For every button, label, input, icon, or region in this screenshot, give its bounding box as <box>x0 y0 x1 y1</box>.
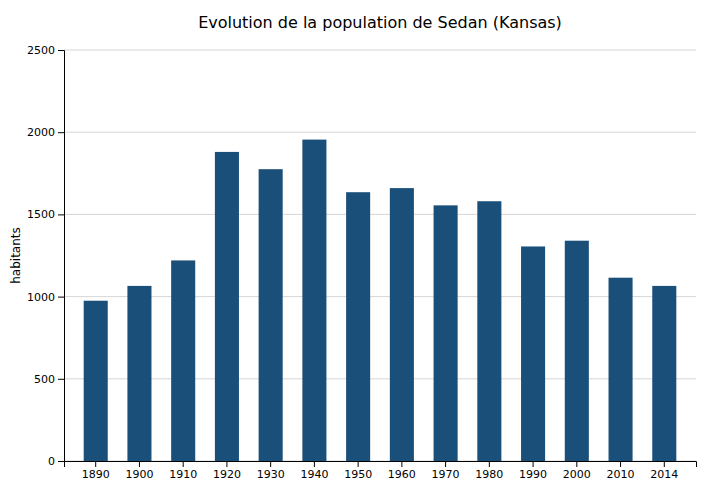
tick: 2010 <box>607 461 635 481</box>
grid-line <box>64 378 696 379</box>
tick: 1920 <box>213 461 241 481</box>
tick-mark <box>270 461 271 467</box>
x-axis: 1890 1900 1910 1920 1930 1940 1950 1960 1970 1980… <box>65 461 697 481</box>
y-axis: 0 500 1000 1500 2000 2500 <box>27 44 65 468</box>
tick: 1000 <box>27 291 64 304</box>
bar <box>346 192 370 461</box>
tick-mark <box>58 461 64 462</box>
tick-mark <box>139 461 140 467</box>
bar <box>84 301 108 461</box>
tick: 1940 <box>300 461 328 481</box>
tick-label: 1970 <box>432 468 460 481</box>
tick-label: 1940 <box>300 468 328 481</box>
bar <box>652 286 676 461</box>
tick: 2000 <box>563 461 591 481</box>
tick-mark <box>576 461 577 467</box>
tick: 1900 <box>125 461 153 481</box>
axis-line <box>58 51 65 462</box>
y-axis-title: habitants <box>9 227 23 284</box>
tick-mark <box>489 461 490 467</box>
tick: 1910 <box>169 461 197 481</box>
tick-label: 2500 <box>27 44 55 57</box>
tick-mark <box>58 214 64 215</box>
title: Evolution de la population de Sedan (Kan… <box>198 13 562 32</box>
bar <box>302 140 326 461</box>
tick-label: 1000 <box>27 291 55 304</box>
bar <box>127 286 151 461</box>
grid-line <box>64 296 696 297</box>
tick: 0 <box>48 455 64 468</box>
tick: 1950 <box>344 461 372 481</box>
bar <box>215 152 239 461</box>
tick: 2014 <box>650 461 678 481</box>
chart-svg: 1890 1900 1910 1920 1930 1940 1950 1960 1970 1980… <box>0 0 718 501</box>
tick-label: 2000 <box>27 126 55 139</box>
tick-label: 1960 <box>388 468 416 481</box>
tick-label: 1950 <box>344 468 372 481</box>
grid-line <box>64 214 696 215</box>
tick-mark <box>664 461 665 467</box>
bar <box>259 169 283 461</box>
tick-mark <box>58 379 64 380</box>
tick: 1960 <box>388 461 416 481</box>
tick-mark <box>314 461 315 467</box>
grid-line <box>64 50 696 51</box>
bar <box>171 260 195 461</box>
bar <box>477 201 501 461</box>
tick-mark <box>401 461 402 467</box>
tick-mark <box>358 461 359 467</box>
bar <box>609 278 633 461</box>
tick-mark <box>58 50 64 51</box>
tick-mark <box>95 461 96 467</box>
tick-mark <box>58 297 64 298</box>
tick-label: 2010 <box>607 468 635 481</box>
tick-label: 2014 <box>650 468 678 481</box>
tick-mark <box>445 461 446 467</box>
tick-mark <box>183 461 184 467</box>
tick: 1980 <box>475 461 503 481</box>
tick: 1990 <box>519 461 547 481</box>
tick: 1500 <box>27 208 64 221</box>
chart-container: 1890 1900 1910 1920 1930 1940 1950 1960 1970 1980… <box>0 0 718 501</box>
tick: 1890 <box>82 461 110 481</box>
tick-label: 1920 <box>213 468 241 481</box>
tick-label: 1990 <box>519 468 547 481</box>
tick-label: 1500 <box>27 208 55 221</box>
grid <box>64 50 696 461</box>
tick-label: 1910 <box>169 468 197 481</box>
bar <box>390 188 414 461</box>
bar <box>434 205 458 461</box>
tick-mark <box>620 461 621 467</box>
tick-mark <box>533 461 534 467</box>
tick-label: 2000 <box>563 468 591 481</box>
bars <box>84 140 677 461</box>
tick: 500 <box>34 373 64 386</box>
tick-label: 500 <box>34 373 55 386</box>
bar <box>521 246 545 461</box>
tick: 2500 <box>27 44 64 57</box>
tick-label: 1980 <box>475 468 503 481</box>
bar <box>565 241 589 461</box>
tick-label: 0 <box>48 455 55 468</box>
tick-label: 1890 <box>82 468 110 481</box>
tick-mark <box>58 132 64 133</box>
tick: 1970 <box>432 461 460 481</box>
tick: 2000 <box>27 126 64 139</box>
plot-area: 1890 1900 1910 1920 1930 1940 1950 1960 1970 1980… <box>27 44 697 481</box>
tick-mark <box>226 461 227 467</box>
tick-label: 1900 <box>125 468 153 481</box>
axis-line <box>65 462 697 468</box>
tick: 1930 <box>257 461 285 481</box>
tick-label: 1930 <box>257 468 285 481</box>
grid-line <box>64 132 696 133</box>
